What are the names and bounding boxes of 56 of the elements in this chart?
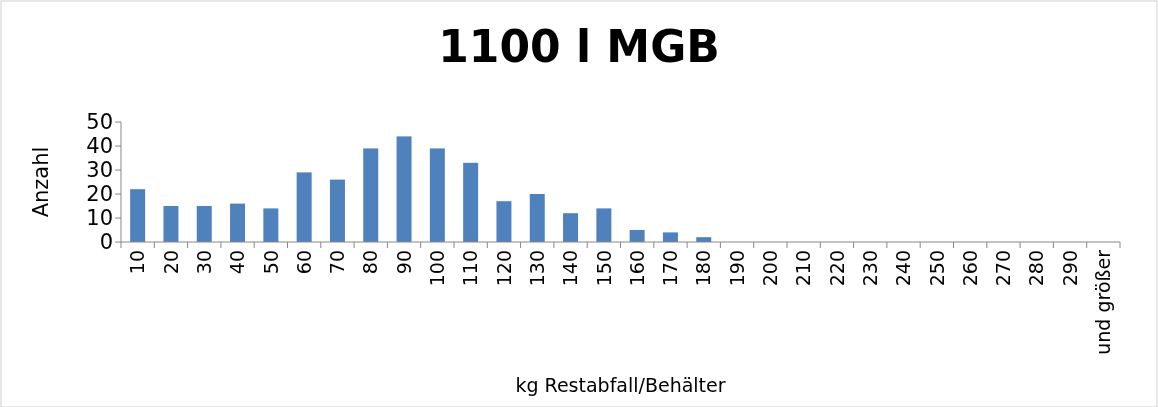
bar [296,172,312,242]
bar [463,162,479,242]
x-tick-label: 10 [126,250,149,275]
bar [496,201,512,242]
bar [429,148,445,242]
bar [163,206,179,242]
x-tick-label: 60 [292,250,315,275]
bar [629,230,645,242]
x-tick-label: und größer [1092,249,1114,355]
bar [196,206,212,242]
y-tick-label: 40 [86,134,113,159]
x-tick-label: 210 [792,250,815,287]
x-tick-label: 140 [559,250,582,287]
x-tick-label: 200 [759,250,781,287]
x-tick-label: 220 [825,250,848,287]
bar [529,194,545,242]
x-tick-label: 290 [1058,250,1081,287]
bar [130,189,146,242]
bar [263,208,279,242]
x-tick-label: 260 [958,250,981,287]
x-tick-label: 30 [192,250,215,275]
y-tick-label: 30 [86,158,113,183]
x-tick-label: 190 [725,250,748,287]
y-axis-title: Anzahl [29,146,53,218]
x-tick-label: 240 [892,250,915,287]
x-tick-label: 170 [659,250,682,287]
x-tick-label: 90 [392,250,415,275]
x-tick-label: 70 [326,250,349,275]
bar [662,232,678,242]
x-tick-label: 270 [992,250,1015,287]
x-tick-label: 280 [1025,250,1048,287]
x-tick-label: 110 [459,250,482,287]
y-tick-label: 0 [99,230,113,255]
x-tick-label: 120 [492,250,515,287]
x-tick-label: 50 [259,250,282,275]
x-tick-label: 80 [359,250,382,275]
y-tick-label: 20 [86,182,113,207]
bar [363,148,379,242]
chart-title: 1100 l MGB [438,21,720,72]
x-tick-label: 250 [925,250,948,287]
x-axis-title: kg Restabfall/Behälter [515,374,726,396]
x-tick-label: 40 [226,250,249,275]
bar [230,203,246,242]
y-tick-label: 10 [86,206,113,231]
x-tick-label: 130 [525,250,548,287]
x-tick-label: 160 [625,250,648,287]
bar [396,136,412,242]
bar [563,213,579,242]
bar [596,208,612,242]
x-tick-label: 100 [426,250,448,287]
x-tick-label: 180 [692,250,715,287]
y-tick-label: 50 [86,110,113,135]
bar [329,179,345,242]
x-tick-label: 150 [592,250,615,287]
x-tick-label: 230 [858,250,881,287]
x-tick-label: 20 [159,250,182,275]
